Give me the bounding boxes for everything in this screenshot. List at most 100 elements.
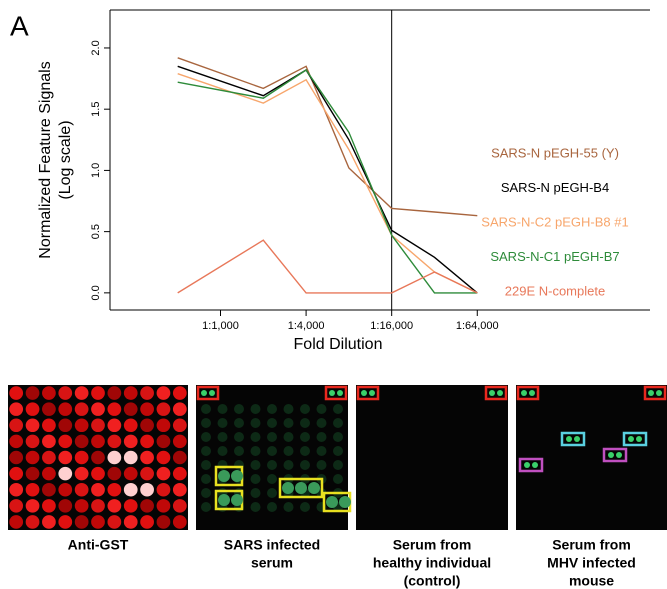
panel-label: A: [10, 10, 29, 41]
spot: [91, 386, 105, 400]
spot: [218, 470, 230, 482]
spot: [574, 436, 580, 442]
spot: [173, 435, 187, 449]
spot: [26, 483, 40, 497]
spot: [9, 419, 23, 433]
spot: [58, 402, 72, 416]
spot: [42, 515, 56, 529]
spot: [9, 451, 23, 465]
spot: [26, 451, 40, 465]
image-caption: mouse: [569, 573, 614, 589]
spot: [157, 451, 171, 465]
array-image: [8, 385, 188, 530]
spot: [140, 483, 154, 497]
spot: [333, 404, 343, 414]
spot: [267, 432, 277, 442]
spot: [284, 460, 294, 470]
spot: [251, 502, 261, 512]
spot: [140, 499, 154, 513]
spot: [26, 435, 40, 449]
spot: [333, 460, 343, 470]
spot: [140, 467, 154, 481]
spot: [251, 460, 261, 470]
spot: [140, 402, 154, 416]
y-tick-label: 0.5: [90, 224, 102, 239]
spot: [42, 499, 56, 513]
spot: [9, 467, 23, 481]
spot: [26, 386, 40, 400]
spot: [333, 446, 343, 456]
legend-entry: SARS-N-C1 pEGH-B7: [490, 249, 619, 264]
spot: [361, 390, 367, 396]
spot: [42, 435, 56, 449]
spot: [107, 515, 121, 529]
spot: [231, 494, 243, 506]
data-line: [178, 240, 478, 293]
spot: [201, 460, 211, 470]
spot: [75, 467, 89, 481]
image-caption: MHV infected: [547, 555, 636, 571]
spot: [157, 483, 171, 497]
spot: [284, 418, 294, 428]
spot: [201, 390, 207, 396]
spot: [300, 418, 310, 428]
image-caption: SARS infected: [224, 537, 320, 553]
spot: [656, 390, 662, 396]
spot: [26, 467, 40, 481]
spot: [91, 419, 105, 433]
spot: [251, 404, 261, 414]
spot: [267, 488, 277, 498]
spot: [218, 460, 228, 470]
image-background: [516, 385, 667, 530]
figure: A Fold Dilution B 0.00.51.01.52.0Normali…: [0, 0, 667, 589]
spot: [616, 452, 622, 458]
spot: [300, 432, 310, 442]
spot: [329, 390, 335, 396]
spot: [267, 460, 277, 470]
spot: [251, 474, 261, 484]
spot: [284, 502, 294, 512]
spot: [628, 436, 634, 442]
spot: [234, 432, 244, 442]
spot: [42, 402, 56, 416]
spot: [140, 515, 154, 529]
spot: [308, 482, 320, 494]
spot: [75, 515, 89, 529]
spot: [124, 386, 138, 400]
image-caption: Serum from: [393, 537, 472, 553]
image-caption: Anti-GST: [68, 537, 129, 553]
spot: [218, 494, 230, 506]
spot: [91, 483, 105, 497]
image-caption: healthy individual: [373, 555, 491, 571]
spot: [9, 483, 23, 497]
spot: [300, 460, 310, 470]
spot: [75, 386, 89, 400]
spot: [124, 402, 138, 416]
spot: [201, 432, 211, 442]
spot: [251, 446, 261, 456]
spot: [267, 502, 277, 512]
y-tick-label: 1.5: [90, 102, 102, 117]
spot: [124, 451, 138, 465]
spot: [157, 467, 171, 481]
spot: [317, 404, 327, 414]
spot: [489, 390, 495, 396]
spot: [124, 435, 138, 449]
spot: [648, 390, 654, 396]
spot: [157, 515, 171, 529]
spot: [107, 467, 121, 481]
spot: [140, 435, 154, 449]
x-tick-label: 1:1,000: [202, 320, 239, 332]
spot: [209, 390, 215, 396]
spot: [524, 462, 530, 468]
spot: [75, 402, 89, 416]
x-axis-label: Fold Dilution: [294, 336, 383, 353]
spot: [58, 515, 72, 529]
spot: [251, 432, 261, 442]
spot: [267, 446, 277, 456]
spot: [300, 446, 310, 456]
spot: [173, 467, 187, 481]
image-background: [356, 385, 508, 530]
spot: [251, 488, 261, 498]
spot: [337, 390, 343, 396]
